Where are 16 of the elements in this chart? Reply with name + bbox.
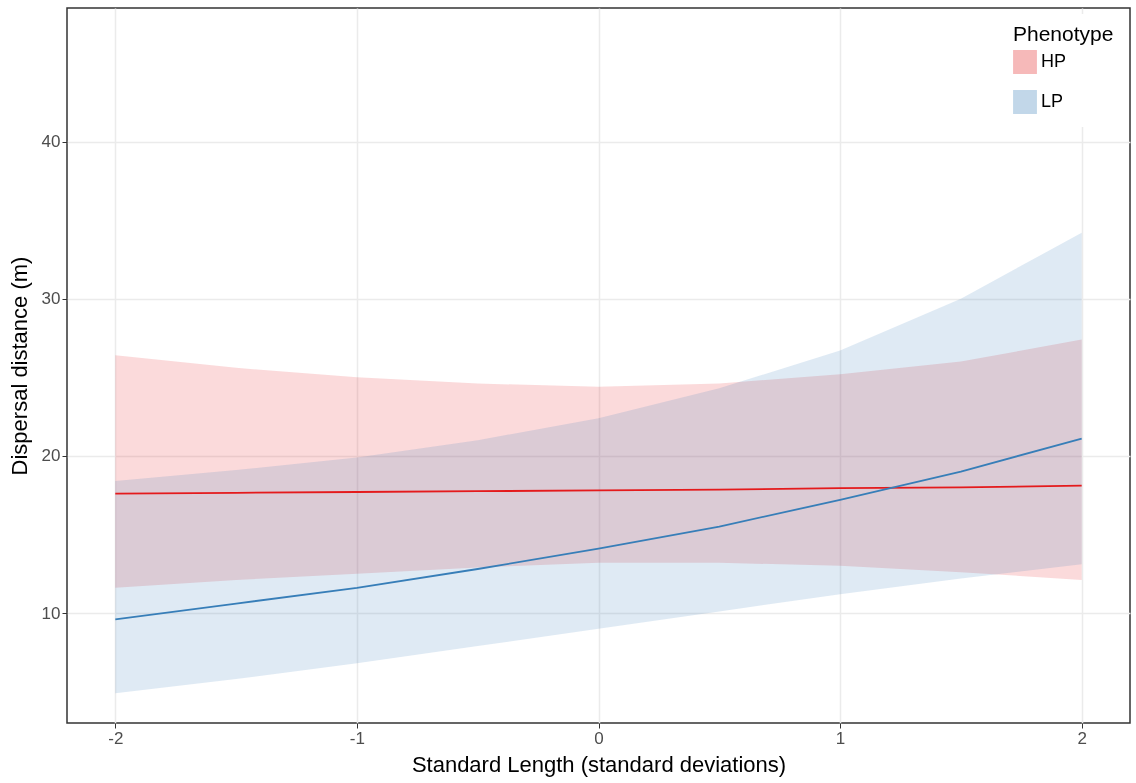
line-series <box>114 437 1083 621</box>
x-tick-label: 0 <box>594 728 604 748</box>
x-axis-title: Standard Length (standard deviations) <box>411 751 787 777</box>
legend-label: LP <box>1041 91 1064 111</box>
y-tick-label: 40 <box>41 132 61 152</box>
x-tick-label: -1 <box>349 728 365 748</box>
line-series <box>114 484 1083 495</box>
x-tick-label: -2 <box>108 728 124 748</box>
legend-title: Phenotype <box>1013 22 1114 45</box>
y-tick-label: 10 <box>41 603 61 623</box>
y-axis-title: Dispersal distance (m) <box>6 256 32 476</box>
y-tick-label: 20 <box>41 446 61 466</box>
x-tick-label: 1 <box>835 728 846 748</box>
x-tick-label: 2 <box>1077 728 1087 748</box>
legend-label: HP <box>1041 51 1067 71</box>
y-tick-label: 30 <box>41 289 61 309</box>
